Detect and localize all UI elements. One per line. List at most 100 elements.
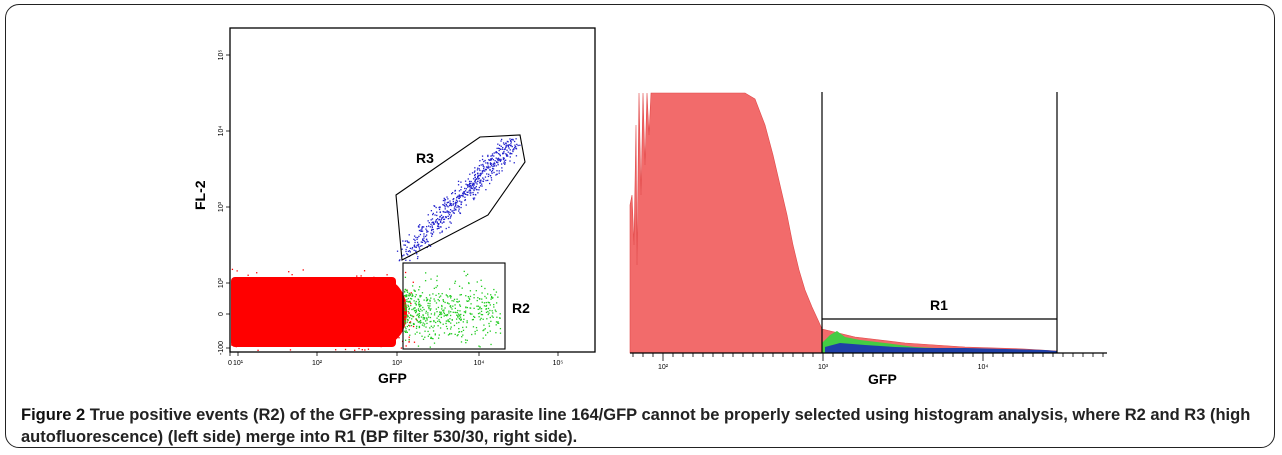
green-event-dot (438, 334, 440, 336)
red-event-dot (297, 307, 300, 309)
green-event-dot (454, 333, 456, 336)
red-event-dot (305, 326, 308, 328)
blue-event-dot (488, 173, 490, 175)
blue-event-dot (490, 177, 493, 179)
green-event-dot (421, 292, 424, 294)
red-event-dot (364, 349, 366, 351)
blue-event-dot (513, 140, 516, 143)
red-event-dot (290, 290, 292, 292)
green-event-dot (425, 272, 427, 274)
green-event-dot (456, 335, 458, 337)
blue-event-dot (473, 184, 475, 186)
blue-event-dot (421, 226, 424, 228)
red-event-dot (404, 299, 406, 301)
red-event-dot (316, 325, 318, 327)
blue-event-dot (498, 144, 501, 146)
green-event-dot (408, 292, 410, 295)
blue-event-dot (460, 189, 462, 191)
green-event-dot (427, 312, 429, 314)
red-event-dot (324, 308, 327, 310)
red-event-dot (250, 312, 252, 314)
red-event-dot (313, 306, 315, 308)
blue-event-dot (498, 158, 500, 160)
red-event-dot (383, 328, 385, 330)
red-event-dot (344, 287, 346, 289)
blue-event-dot (438, 219, 440, 221)
green-event-dot (440, 295, 442, 297)
blue-event-dot (461, 194, 463, 197)
red-event-dot (309, 321, 311, 323)
green-event-dot (478, 298, 481, 300)
red-event-dot (357, 314, 359, 316)
green-event-dot (482, 329, 484, 332)
green-event-dot (445, 294, 447, 296)
blue-event-dot (469, 192, 471, 194)
green-event-dot (457, 316, 459, 318)
blue-event-dot (511, 145, 513, 148)
green-event-dot (452, 305, 454, 307)
red-event-dot (386, 274, 388, 276)
red-event-dot (324, 337, 326, 339)
blue-event-dot (493, 162, 495, 164)
blue-event-dot (500, 140, 502, 142)
red-event-dot (289, 338, 292, 340)
green-event-dot (404, 304, 406, 306)
green-event-dot (413, 310, 416, 312)
green-event-dot (493, 306, 495, 308)
green-event-dot (476, 281, 478, 283)
red-event-dot (281, 286, 284, 288)
green-event-dot (439, 311, 441, 313)
blue-event-dot (405, 248, 407, 251)
red-events (231, 268, 418, 351)
green-event-dot (454, 282, 456, 284)
red-event-dot (247, 274, 249, 276)
red-event-dot (347, 309, 349, 311)
blue-event-dot (455, 208, 457, 211)
green-event-dot (428, 306, 430, 309)
blue-event-dot (481, 172, 484, 174)
green-event-dot (484, 328, 486, 330)
red-event-dot (346, 329, 348, 331)
blue-event-dot (415, 236, 417, 239)
blue-event-dot (443, 211, 445, 213)
red-event-dot (238, 317, 240, 319)
x-tick-label: 10⁵ (553, 360, 564, 367)
green-event-dot (426, 317, 428, 319)
blue-event-dot (499, 153, 501, 156)
red-event-dot (355, 333, 357, 335)
blue-event-dot (480, 179, 482, 181)
green-event-dot (476, 329, 478, 332)
green-event-dot (453, 300, 455, 302)
blue-event-dot (428, 222, 430, 224)
green-event-dot (430, 297, 432, 299)
green-event-dot (458, 331, 460, 333)
green-event-dot (480, 313, 483, 316)
green-event-dot (423, 325, 425, 327)
red-event-dot (327, 285, 330, 288)
blue-event-dot (509, 153, 511, 155)
blue-event-dot (421, 241, 424, 243)
green-event-dot (433, 287, 435, 290)
green-event-dot (433, 325, 435, 327)
blue-event-dot (460, 181, 462, 183)
red-event-dot (318, 302, 320, 304)
blue-event-dot (489, 175, 492, 177)
blue-event-dot (482, 163, 484, 166)
green-event-dot (412, 295, 414, 297)
red-event-dot (259, 329, 261, 331)
green-event-dot (460, 313, 462, 316)
green-event-dot (424, 330, 426, 332)
green-event-dot (487, 313, 489, 316)
red-event-dot (359, 329, 361, 331)
blue-event-dot (478, 177, 480, 180)
red-event-dot (348, 325, 350, 327)
green-event-dot (462, 326, 464, 329)
blue-event-dot (451, 210, 453, 212)
green-event-dot (406, 291, 409, 293)
green-event-dot (427, 302, 429, 305)
blue-event-dot (503, 148, 505, 151)
blue-event-dot (466, 184, 469, 187)
blue-event-dot (442, 216, 444, 219)
red-event-dot (240, 330, 243, 333)
blue-event-dot (491, 169, 494, 172)
